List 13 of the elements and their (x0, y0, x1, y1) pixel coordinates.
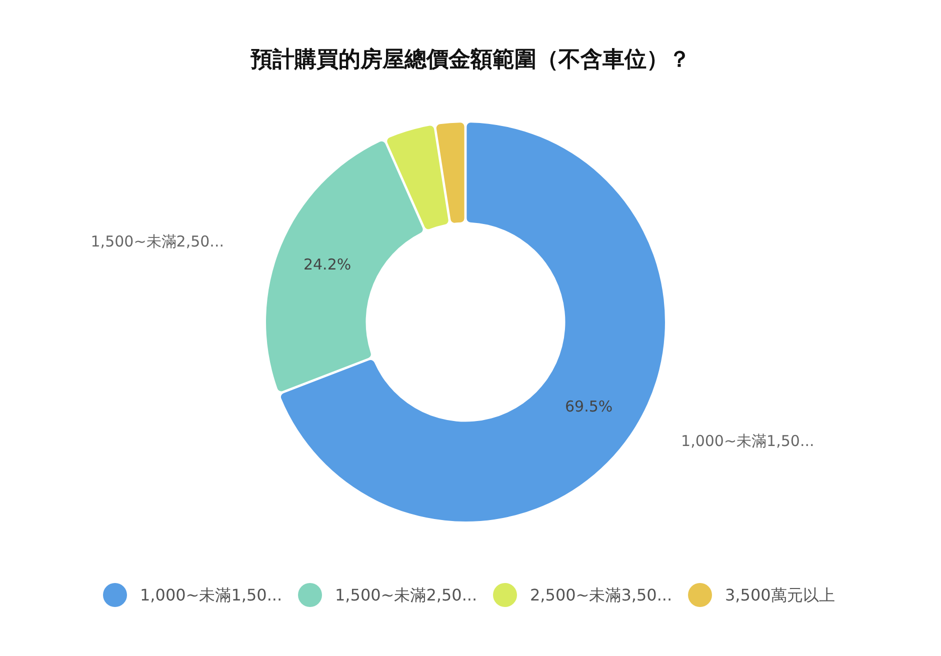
legend-label: 1,500~未滿2,50... (335, 586, 478, 604)
slice-label: 1,000~未滿1,50... (681, 432, 814, 450)
data-label: 69.5% (565, 398, 613, 416)
slice-label: 1,500~未滿2,50... (90, 232, 224, 250)
donut-slice (280, 122, 665, 522)
chart-title: 預計購買的房屋總價金額範圍（不含車位）？ (250, 46, 690, 72)
donut-slice (387, 126, 448, 230)
legend-label: 2,500~未滿3,50... (530, 586, 672, 604)
data-label: 24.2% (303, 256, 352, 274)
donut-slice (266, 141, 423, 392)
donut-slice (436, 122, 464, 223)
legend-label: 3,500萬元以上 (725, 586, 835, 604)
legend-label: 1,000~未滿1,50... (140, 586, 282, 604)
